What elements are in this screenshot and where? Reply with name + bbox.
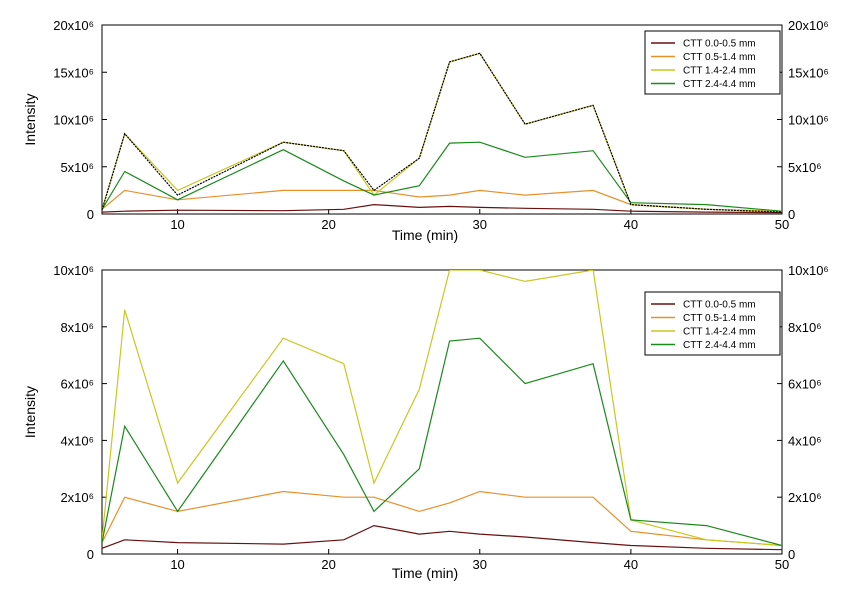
bottom-series-line-0 [102, 524, 782, 551]
bottom-y-tick-label-right: 0 [788, 547, 795, 562]
bottom-x-tick-label: 40 [624, 557, 638, 572]
top-y-tick-label: 20x10⁶ [53, 18, 94, 33]
top-x-axis-title: Time (min) [392, 227, 458, 243]
top-y-tick-label: 5x10⁶ [60, 160, 94, 175]
bottom-series-line-3 [102, 337, 782, 547]
bottom-y-tick-label-right: 10x10⁶ [788, 263, 829, 278]
bottom-x-tick-label: 10 [170, 557, 184, 572]
bottom-x-tick-label: 20 [321, 557, 335, 572]
top-x-tick-label: 10 [170, 217, 184, 232]
top-series-line-3 [102, 141, 782, 212]
bottom-y-tick-label-right: 6x10⁶ [788, 377, 822, 392]
top-panel: 0 0 5x10⁶ 5x10⁶ 10x10⁶ 10x10⁶ 15x10⁶ 15x10⁶ 20x1… [22, 18, 829, 243]
top-y-tick-label-right: 10x10⁶ [788, 113, 829, 128]
top-legend-label: CTT 1.4-2.4 mm [683, 66, 756, 77]
top-x-tick-label: 40 [624, 217, 638, 232]
top-y-tick-label: 0 [87, 207, 94, 222]
top-legend-label: CTT 2.4-4.4 mm [683, 79, 756, 90]
top-y-tick-label: 15x10⁶ [53, 65, 94, 80]
top-y-tick-label-right: 15x10⁶ [788, 65, 829, 80]
top-x-tick-label: 30 [473, 217, 487, 232]
bottom-x-tick-label: 30 [473, 557, 487, 572]
bottom-y-tick-label: 4x10⁶ [60, 433, 94, 448]
top-legend-label: CTT 0.5-1.4 mm [683, 52, 756, 63]
top-series-line-1 [102, 189, 782, 212]
bottom-plot-frame [101, 269, 783, 555]
top-y-tick-label-right: 20x10⁶ [788, 18, 829, 33]
top-legend-box [644, 30, 781, 95]
bottom-series-group [102, 270, 782, 551]
bottom-y-tick-label: 6x10⁶ [60, 377, 94, 392]
top-y-tick-label-right: 5x10⁶ [788, 160, 822, 175]
bottom-y-tick-label-right: 4x10⁶ [788, 433, 822, 448]
bottom-series-line-2 [102, 270, 782, 547]
bottom-y-tick-label-right: 2x10⁶ [788, 490, 822, 505]
bottom-y-tick-label-right: 8x10⁶ [788, 320, 822, 335]
bottom-y-tick-label: 8x10⁶ [60, 320, 94, 335]
top-series-group [102, 52, 782, 214]
top-series-line-0 [102, 203, 782, 214]
top-x-tick-label: 20 [321, 217, 335, 232]
bottom-series-line-1 [102, 490, 782, 547]
bottom-x-axis-title: Time (min) [392, 565, 458, 581]
top-y-tick-label: 10x10⁶ [53, 113, 94, 128]
top-x-tick-label: 50 [775, 217, 789, 232]
bottom-x-tick-label: 50 [775, 557, 789, 572]
bottom-legend-label: CTT 2.4-4.4 mm [683, 340, 756, 351]
bottom-panel: 0 0 2x10⁶ 2x10⁶ 4x10⁶ 4x10⁶ 6x10⁶ 6x10⁶ 8x10⁶ 8x1… [22, 263, 829, 581]
bottom-legend-label: CTT 0.5-1.4 mm [683, 313, 756, 324]
top-series-line-4 [102, 52, 782, 213]
bottom-y-tick-label: 2x10⁶ [60, 490, 94, 505]
bottom-y-tick-label: 10x10⁶ [53, 263, 94, 278]
bottom-y-axis-title: Intensity [22, 386, 38, 438]
top-y-axis-title: Intensity [22, 93, 38, 145]
top-y-tick-label-right: 0 [788, 207, 795, 222]
bottom-legend-label: CTT 0.0-0.5 mm [683, 300, 756, 311]
top-legend-label: CTT 0.0-0.5 mm [683, 39, 756, 50]
bottom-legend-label: CTT 1.4-2.4 mm [683, 327, 756, 338]
bottom-y-tick-label: 0 [87, 547, 94, 562]
